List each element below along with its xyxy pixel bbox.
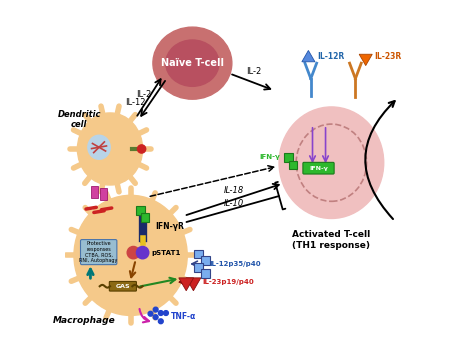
Circle shape bbox=[153, 315, 158, 320]
Text: Dendritic
cell: Dendritic cell bbox=[57, 109, 101, 129]
Circle shape bbox=[158, 319, 163, 324]
Text: IL-23R: IL-23R bbox=[374, 52, 401, 61]
Text: IL-10: IL-10 bbox=[223, 199, 244, 208]
Bar bbox=[100, 189, 107, 200]
Circle shape bbox=[127, 246, 139, 259]
Text: Naïve T-cell: Naïve T-cell bbox=[161, 58, 224, 68]
Text: TNF-α: TNF-α bbox=[171, 312, 196, 321]
FancyBboxPatch shape bbox=[109, 281, 137, 291]
FancyBboxPatch shape bbox=[303, 162, 334, 174]
Text: IL-2: IL-2 bbox=[246, 67, 261, 76]
Ellipse shape bbox=[88, 135, 110, 159]
Text: Macrophage: Macrophage bbox=[53, 316, 116, 325]
Circle shape bbox=[148, 311, 153, 316]
Text: pSTAT1: pSTAT1 bbox=[151, 249, 181, 256]
Circle shape bbox=[158, 311, 163, 316]
Text: IFN-γ: IFN-γ bbox=[259, 154, 280, 160]
Text: IL-2: IL-2 bbox=[136, 90, 151, 99]
Ellipse shape bbox=[279, 107, 384, 218]
Ellipse shape bbox=[166, 40, 219, 86]
Text: IFN-γR: IFN-γR bbox=[155, 222, 184, 231]
Circle shape bbox=[153, 307, 158, 312]
FancyBboxPatch shape bbox=[81, 239, 117, 265]
Text: Protective
responses
CTBA, ROS,
RNI, Autophagy: Protective responses CTBA, ROS, RNI, Aut… bbox=[80, 241, 118, 263]
Circle shape bbox=[164, 311, 168, 316]
Bar bbox=[91, 186, 98, 198]
Text: IL-12: IL-12 bbox=[126, 98, 146, 107]
Text: Activated T-cell
(TH1 response): Activated T-cell (TH1 response) bbox=[292, 230, 371, 249]
Ellipse shape bbox=[77, 113, 143, 185]
Text: GAS: GAS bbox=[116, 284, 130, 289]
Ellipse shape bbox=[74, 195, 187, 316]
Text: IL-23p19/p40: IL-23p19/p40 bbox=[203, 279, 255, 285]
Ellipse shape bbox=[153, 27, 232, 99]
Text: IL-18: IL-18 bbox=[223, 186, 244, 195]
Text: IL-12R: IL-12R bbox=[318, 52, 345, 61]
Circle shape bbox=[137, 145, 146, 153]
Text: IL-12p35/p40: IL-12p35/p40 bbox=[210, 261, 261, 267]
Circle shape bbox=[137, 246, 149, 259]
Text: IFN-γ: IFN-γ bbox=[309, 166, 328, 171]
